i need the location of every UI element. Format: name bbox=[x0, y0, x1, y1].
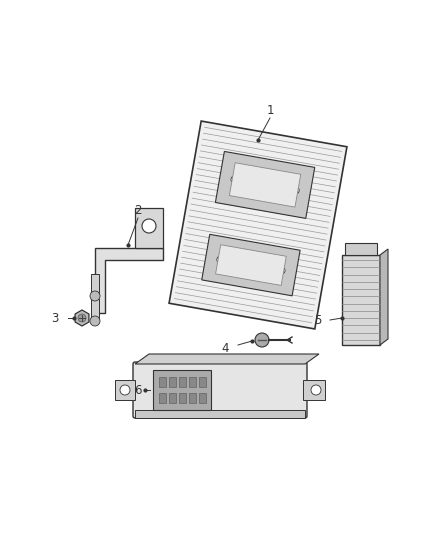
Bar bbox=[169, 377, 176, 387]
Circle shape bbox=[231, 176, 238, 183]
Text: 5: 5 bbox=[314, 313, 321, 327]
Circle shape bbox=[292, 187, 299, 194]
Bar bbox=[91, 274, 99, 296]
Polygon shape bbox=[169, 121, 347, 329]
Circle shape bbox=[213, 253, 227, 266]
Circle shape bbox=[217, 256, 224, 263]
Bar bbox=[189, 393, 196, 403]
Polygon shape bbox=[230, 163, 301, 207]
Text: 2: 2 bbox=[134, 204, 142, 216]
Circle shape bbox=[289, 183, 303, 197]
Polygon shape bbox=[135, 208, 163, 248]
Polygon shape bbox=[75, 310, 89, 326]
Bar bbox=[303, 380, 325, 400]
Circle shape bbox=[275, 263, 289, 278]
Polygon shape bbox=[215, 245, 286, 286]
Polygon shape bbox=[215, 151, 315, 219]
Polygon shape bbox=[95, 248, 163, 313]
Polygon shape bbox=[380, 249, 388, 345]
Bar bbox=[179, 393, 186, 403]
Text: 6: 6 bbox=[134, 384, 142, 397]
Bar bbox=[91, 299, 99, 321]
Bar bbox=[159, 393, 166, 403]
Text: 3: 3 bbox=[51, 311, 59, 325]
Polygon shape bbox=[135, 354, 319, 364]
Circle shape bbox=[90, 316, 100, 326]
Bar bbox=[179, 377, 186, 387]
Bar bbox=[345, 243, 377, 255]
Bar bbox=[169, 393, 176, 403]
Circle shape bbox=[120, 385, 130, 395]
Circle shape bbox=[227, 173, 241, 187]
Text: 4: 4 bbox=[221, 342, 229, 354]
FancyBboxPatch shape bbox=[133, 362, 307, 418]
Bar bbox=[135, 410, 305, 418]
Circle shape bbox=[255, 333, 269, 347]
Circle shape bbox=[278, 267, 285, 274]
Bar bbox=[189, 377, 196, 387]
Bar bbox=[153, 370, 211, 410]
Bar bbox=[159, 377, 166, 387]
Circle shape bbox=[90, 291, 100, 301]
Bar bbox=[199, 377, 206, 387]
Circle shape bbox=[78, 314, 86, 322]
Circle shape bbox=[142, 219, 156, 233]
Polygon shape bbox=[202, 235, 300, 296]
Text: 1: 1 bbox=[266, 103, 274, 117]
Circle shape bbox=[311, 385, 321, 395]
Bar bbox=[115, 380, 135, 400]
Bar bbox=[342, 255, 380, 345]
Bar bbox=[199, 393, 206, 403]
